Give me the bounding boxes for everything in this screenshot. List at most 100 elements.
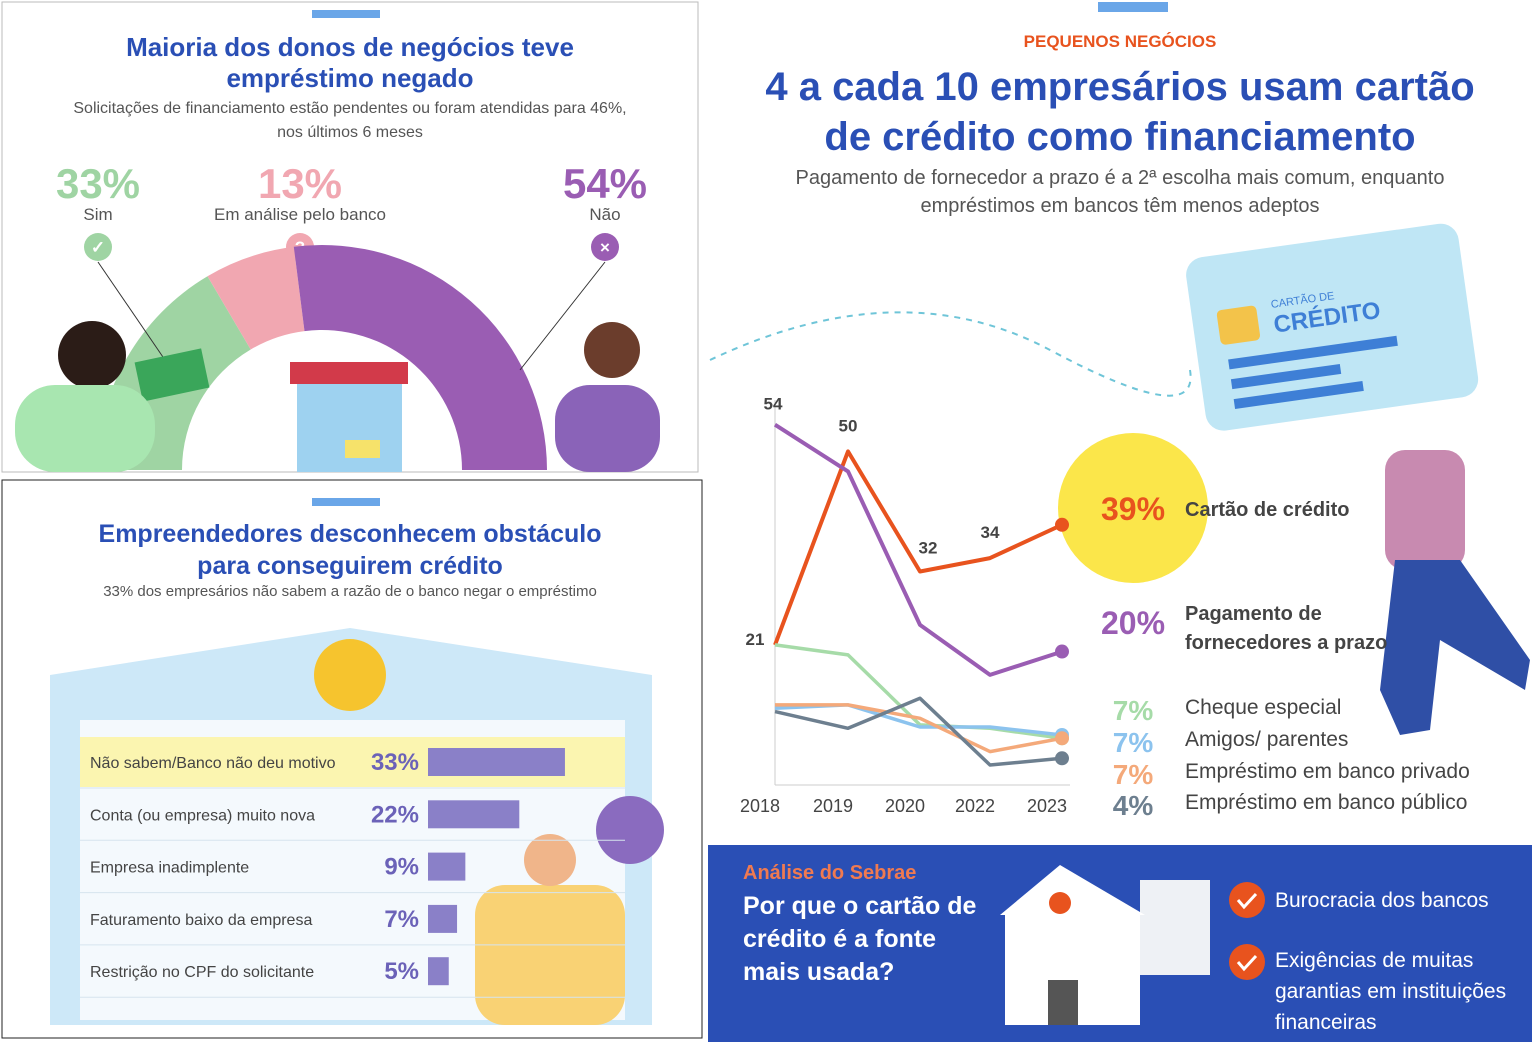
- thumb-sign: [596, 796, 664, 864]
- value-label: 9%: [384, 854, 419, 881]
- data-label: 21: [746, 630, 765, 649]
- icon: [84, 233, 112, 261]
- document: [1140, 880, 1210, 975]
- bar: [428, 957, 449, 986]
- x-tick-label: 2022: [955, 796, 995, 816]
- icon-glyph: ✓: [91, 238, 105, 257]
- chart-title: 4 a cada 10 empresários usam cartão de c…: [765, 65, 1475, 159]
- legend-value: 39%: [1101, 491, 1165, 527]
- chart-title: Empreendedores desconhecem obstáculo par…: [98, 520, 602, 580]
- end-point: [1055, 644, 1069, 659]
- analysis-title: Por que o cartão de crédito é a fonte ma…: [743, 892, 977, 986]
- category-label: Não: [589, 205, 620, 224]
- card-chip: [1216, 305, 1261, 345]
- category-label: Não sabem/Banco não deu motivo: [90, 755, 336, 772]
- store-sign: [345, 440, 380, 458]
- legend-value: 20%: [1101, 605, 1165, 641]
- donut-segment: [293, 245, 547, 470]
- card-line: [1228, 335, 1398, 370]
- category-label: Empresa inadimplente: [90, 860, 249, 877]
- legend-label: Cheque especial: [1185, 696, 1342, 719]
- legend-value: 7%: [1113, 727, 1154, 758]
- chart-subtitle: 33% dos empresários não sabem a razão de…: [103, 583, 597, 600]
- x-tick-label: 2023: [1027, 796, 1067, 816]
- bar: [428, 800, 520, 829]
- chart-title: Maioria dos donos de negócios teve empré…: [126, 32, 574, 93]
- value-label: 22%: [371, 801, 419, 828]
- donut-segment: [207, 246, 305, 350]
- person-head: [58, 321, 126, 389]
- series-line: [775, 703, 1063, 754]
- person: [475, 885, 625, 1025]
- accent: [312, 10, 380, 18]
- end-point: [1055, 751, 1069, 766]
- accent: [312, 498, 380, 506]
- data-label: 50: [839, 416, 858, 435]
- x-tick-label: 2020: [885, 796, 925, 816]
- bank-door: [1048, 980, 1078, 1025]
- category-label: Sim: [83, 205, 112, 224]
- series-line: [773, 423, 1063, 677]
- series-line: [774, 696, 1063, 767]
- value-label: 54%: [563, 160, 647, 207]
- store: [297, 380, 402, 472]
- legend-label: Empréstimo em banco privado: [1185, 760, 1470, 783]
- data-label: 32: [919, 538, 938, 557]
- chart-subtitle: Pagamento de fornecedor a prazo é a 2ª e…: [795, 167, 1445, 217]
- person-body: [15, 385, 155, 472]
- analysis-label: Análise do Sebrae: [743, 862, 917, 884]
- x-tick-label: 2018: [740, 796, 780, 816]
- value-label: 5%: [384, 958, 419, 985]
- bank-roof: [1000, 865, 1145, 915]
- person-body: [555, 385, 660, 472]
- bar: [428, 852, 466, 881]
- category-label: Em análise pelo banco: [214, 205, 386, 224]
- series-line: [774, 643, 1063, 741]
- analysis-item: Burocracia dos bancos: [1275, 889, 1489, 912]
- chart-subtitle: Solicitações de financiamento estão pend…: [73, 100, 627, 141]
- person-head: [524, 834, 576, 886]
- coin: [314, 639, 386, 711]
- check-mark: [1236, 954, 1258, 972]
- bar: [428, 904, 458, 933]
- accent: [1098, 2, 1168, 12]
- end-point: [1055, 517, 1069, 532]
- analysis-item: Exigências de muitas garantias em instit…: [1275, 949, 1507, 1034]
- data-label: 34: [981, 523, 1000, 542]
- legend-value: 7%: [1113, 695, 1154, 726]
- icon-glyph: ×: [600, 238, 610, 257]
- legend-label: Empréstimo em banco público: [1185, 791, 1468, 814]
- data-label: 54: [764, 395, 783, 414]
- category-label: Faturamento baixo da empresa: [90, 912, 312, 929]
- value-label: 13%: [258, 160, 342, 207]
- check-mark: [1236, 892, 1258, 910]
- category-label: Restrição no CPF do solicitante: [90, 964, 314, 981]
- credit-card: CARTÃO DE CRÉDITO: [1186, 223, 1479, 431]
- check-icon: [1229, 944, 1265, 980]
- legend-label: Pagamento de fornecedores a prazo: [1185, 603, 1388, 654]
- legend-label: Cartão de crédito: [1185, 499, 1350, 521]
- card-line: [1233, 380, 1364, 409]
- store-awning: [290, 362, 408, 384]
- bar: [428, 748, 565, 776]
- legend-value: 7%: [1113, 759, 1154, 790]
- icon: [591, 233, 619, 261]
- bank-coin: [1049, 892, 1071, 914]
- card-line: [1230, 363, 1342, 390]
- value-label: 33%: [371, 749, 419, 776]
- legend-label: Amigos/ parentes: [1185, 728, 1349, 751]
- legend-value: 4%: [1113, 790, 1154, 821]
- person-head: [584, 322, 640, 378]
- person-legs: [1380, 560, 1530, 735]
- value-label: 33%: [56, 160, 140, 207]
- leader-line: [97, 261, 166, 361]
- person: [1385, 450, 1465, 570]
- chart-kicker: PEQUENOS NEGÓCIOS: [1023, 32, 1217, 51]
- leader-line: [519, 261, 606, 371]
- check-icon: [1229, 882, 1265, 918]
- dashed-path: [709, 311, 1192, 397]
- value-label: 7%: [384, 906, 419, 933]
- end-point: [1055, 731, 1069, 746]
